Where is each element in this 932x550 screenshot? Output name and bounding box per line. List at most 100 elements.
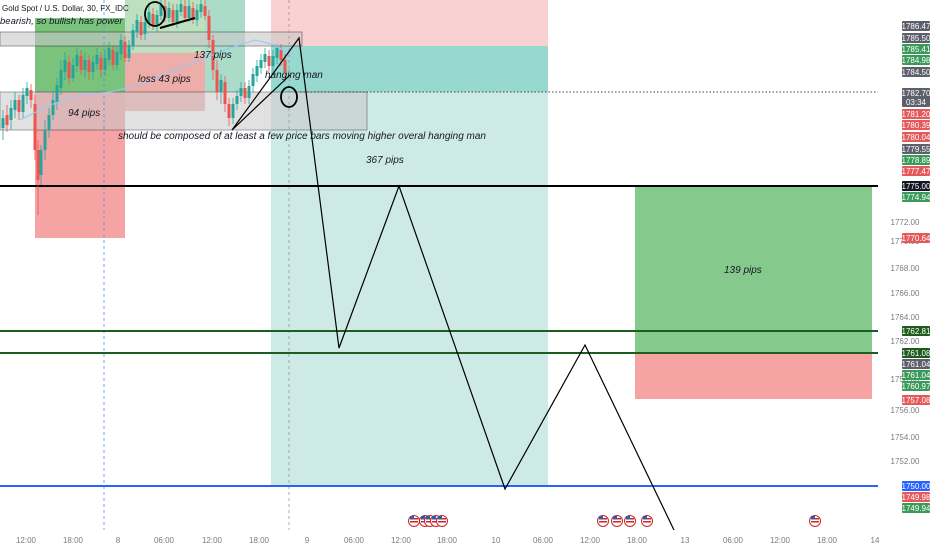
svg-text:1780.39: 1780.39: [902, 121, 931, 130]
candle: [33, 95, 37, 160]
svg-text:1749.94: 1749.94: [902, 504, 931, 513]
us-flag-event-icon[interactable]: [611, 515, 623, 527]
price-tag[interactable]: 1784.98: [902, 55, 931, 65]
svg-text:1778.89: 1778.89: [902, 156, 931, 165]
time-tick: 8: [116, 536, 121, 545]
time-tick: 18:00: [63, 536, 84, 545]
svg-text:1782.70: 1782.70: [902, 89, 931, 98]
price-tag[interactable]: 1781.20: [902, 109, 931, 119]
candle: [43, 120, 47, 160]
price-tag[interactable]: 1761.04: [902, 370, 931, 380]
price-axis[interactable]: [878, 0, 932, 550]
us-flag-event-icon[interactable]: [641, 515, 653, 527]
time-tick: 12:00: [391, 536, 412, 545]
candle: [231, 98, 235, 124]
candle: [243, 82, 247, 104]
price-tag[interactable]: 1777.47: [902, 166, 931, 176]
time-tick: 18:00: [817, 536, 838, 545]
candle: [91, 56, 95, 80]
candle: [251, 68, 255, 92]
candle: [71, 58, 75, 82]
us-flag-event-icon[interactable]: [408, 515, 420, 527]
candle: [155, 10, 159, 32]
candle: [79, 50, 83, 75]
svg-text:1774.94: 1774.94: [902, 193, 931, 202]
range-box-upper[interactable]: [0, 31, 303, 47]
us-flag-event-icon[interactable]: [624, 515, 636, 527]
candle: [171, 4, 175, 26]
price-tag[interactable]: 1774.94: [902, 192, 931, 202]
trend-line[interactable]: [231, 74, 291, 131]
price-tag[interactable]: 1785.50: [902, 33, 931, 43]
price-tag[interactable]: 1785.41: [902, 44, 931, 54]
price-tag[interactable]: 1778.89: [902, 155, 931, 165]
candle: [131, 24, 135, 50]
candle: [223, 76, 227, 112]
price-tag[interactable]: 1749.98: [902, 492, 931, 502]
long-position-139[interactable]: [635, 186, 872, 353]
candle: [5, 105, 9, 132]
label-139-pips: 139 pips: [724, 265, 762, 276]
svg-text:1761.08: 1761.08: [902, 349, 931, 358]
label-hanging-man: hanging man: [265, 70, 323, 81]
time-tick: 06:00: [723, 536, 744, 545]
time-tick: 06:00: [533, 536, 554, 545]
price-tag[interactable]: 1761.04: [902, 359, 931, 369]
us-flag-event-icon[interactable]: [809, 515, 821, 527]
candle: [227, 98, 231, 126]
price-tag[interactable]: 1779.55: [902, 144, 931, 154]
price-tag[interactable]: 1761.08: [902, 348, 931, 358]
price-tick: 1756.00: [891, 406, 920, 415]
candle: [29, 84, 33, 108]
candle: [9, 100, 13, 130]
price-tag[interactable]: 1749.94: [902, 503, 931, 513]
price-tag[interactable]: 1770.64: [902, 233, 931, 243]
stop-loss-zone[interactable]: [271, 0, 548, 46]
take-profit-zone-upper[interactable]: [271, 46, 548, 92]
candle: [115, 46, 119, 70]
candle: [13, 92, 17, 118]
svg-text:1770.64: 1770.64: [902, 234, 931, 243]
price-tag[interactable]: 1757.08: [902, 395, 931, 405]
time-axis-ticks: 12:00 18:00 8 06:00 12:00 18:00 9 06:00 12:00 18:…: [16, 536, 880, 545]
price-tick: 1766.00: [891, 289, 920, 298]
candle: [259, 54, 263, 74]
price-tag[interactable]: 1786.47: [902, 21, 931, 31]
price-tag[interactable]: 1762.81: [902, 326, 931, 336]
candle: [17, 95, 21, 120]
range-box-lower[interactable]: [0, 91, 368, 131]
price-tag[interactable]: 1775.00: [902, 181, 931, 191]
price-tick: 1752.00: [891, 457, 920, 466]
price-tag[interactable]: 1780.04: [902, 132, 931, 142]
svg-text:1749.98: 1749.98: [902, 493, 931, 502]
us-flag-event-icon[interactable]: [597, 515, 609, 527]
candle: [187, 0, 191, 22]
price-tick: 1772.00: [891, 218, 920, 227]
projection-path[interactable]: [231, 36, 686, 550]
candle: [1, 110, 5, 140]
time-tick: 9: [305, 536, 310, 545]
candle: [107, 42, 111, 66]
take-profit-zone[interactable]: [271, 92, 548, 486]
svg-text:1785.50: 1785.50: [902, 34, 931, 43]
price-tag[interactable]: 1782.70: [902, 88, 931, 98]
time-axis[interactable]: [0, 530, 878, 550]
candle: [199, 0, 203, 18]
us-flag-event-icon[interactable]: [436, 515, 448, 527]
long-position-139-stop[interactable]: [635, 353, 872, 399]
price-tag[interactable]: 1760.97: [902, 381, 931, 391]
event-icons[interactable]: [408, 515, 821, 527]
time-tick: 12:00: [580, 536, 601, 545]
time-tick: 13: [681, 536, 690, 545]
price-tag[interactable]: 1780.39: [902, 120, 931, 130]
price-tag[interactable]: 1784.50: [902, 67, 931, 77]
candle: [63, 52, 67, 80]
candle: [25, 82, 29, 104]
candle: [271, 50, 275, 72]
price-tag[interactable]: 1750.00: [902, 481, 931, 491]
price-tag[interactable]: 03:34: [902, 97, 930, 107]
svg-text:1781.20: 1781.20: [902, 110, 931, 119]
svg-text:03:34: 03:34: [906, 98, 927, 107]
candle: [111, 45, 115, 70]
